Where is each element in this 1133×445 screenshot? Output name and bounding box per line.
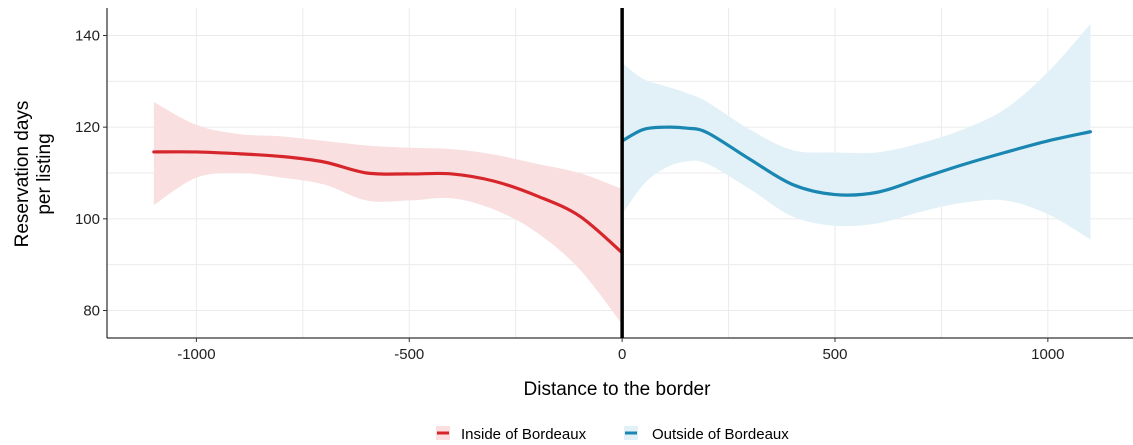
x-tick-label: -1000 (177, 346, 215, 363)
y-tick-label: 140 (75, 28, 100, 45)
x-tick-label: -500 (394, 346, 424, 363)
x-tick-label: 500 (822, 346, 847, 363)
legend: Inside of Bordeaux Outside of Bordeaux (436, 426, 789, 443)
axes (103, 8, 1133, 342)
legend-label-outside: Outside of Bordeaux (652, 426, 789, 443)
confidence-band-outside (622, 24, 1091, 240)
series-line-outside (620, 125, 1093, 197)
y-tick-label: 100 (75, 211, 100, 228)
y-tick-label: 120 (75, 119, 100, 136)
x-tick-label: 1000 (1031, 346, 1064, 363)
confidence-bands (153, 24, 1091, 325)
x-axis-title: Distance to the border (524, 379, 712, 400)
series-lines (152, 125, 1093, 255)
y-tick-label: 80 (83, 303, 100, 320)
x-tick-label: 0 (618, 346, 626, 363)
confidence-band-inside (153, 101, 623, 325)
tick-labels: -1000 -500 0 500 1000 80 100 120 140 (75, 28, 1065, 364)
y-axis-title-line-2: per listing (34, 133, 55, 214)
legend-label-inside: Inside of Bordeaux (461, 426, 587, 443)
series-line-inside (152, 150, 624, 255)
y-axis-title-line-1: Reservation days (12, 101, 33, 248)
